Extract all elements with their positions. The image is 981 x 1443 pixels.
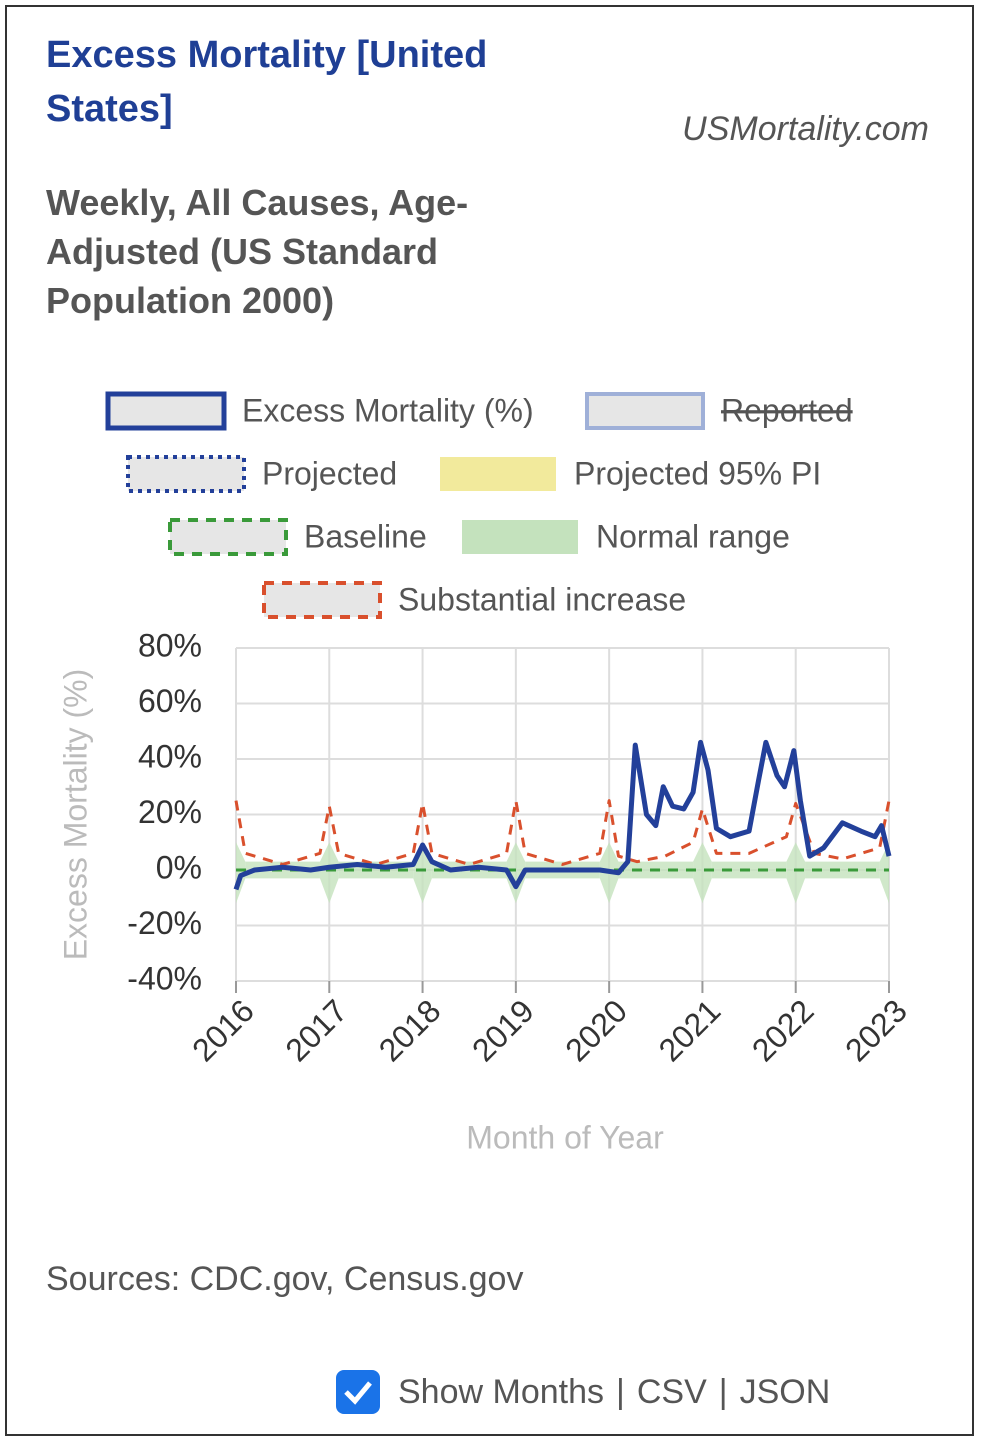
legend-label: Substantial increase [398,581,686,617]
x-tick-label: 2020 [558,992,634,1068]
legend-swatch [262,581,382,619]
y-tick-label: -40% [127,960,202,996]
link[interactable]: JSON [739,1372,831,1411]
y-tick-label: 80% [138,627,202,663]
y-tick-label: 0% [156,849,202,885]
x-tick-label: 2017 [278,992,354,1068]
legend-label: Excess Mortality (%) [242,392,534,428]
y-tick-label: 20% [138,794,202,830]
normal-range [805,861,880,879]
x-tick-label: 2018 [372,992,448,1068]
x-tick-label: 2023 [838,992,914,1068]
y-axis-label: Excess Mortality (%) [57,669,93,961]
series-line [234,799,891,866]
normal-range [693,842,703,904]
link[interactable]: Show Months [398,1372,604,1411]
legend-label: Reported [721,392,853,428]
normal-range [329,842,339,904]
legend-swatch [126,455,246,493]
separator: | [718,1372,728,1411]
legend-swatch [168,518,288,556]
checkbox[interactable] [336,1370,380,1414]
legend-swatch [585,392,705,430]
normal-range [795,842,806,904]
x-tick-label: 2016 [185,992,261,1068]
chart-subtitle: Weekly, All Causes, Age-Adjusted (US Sta… [46,182,469,321]
x-axis-label: Month of Year [466,1119,664,1155]
legend-label: Projected [262,455,397,491]
x-tick-label: 2019 [465,992,541,1068]
x-tick-label: 2022 [745,992,821,1068]
normal-range [319,842,330,904]
link[interactable]: CSV [636,1372,707,1411]
legend-label: Baseline [304,518,427,554]
footer: Show Months | CSV | JSON [336,1370,830,1414]
legend-swatch [462,520,578,554]
frame [5,5,974,1436]
chart-title: Excess Mortality [United States] [46,34,488,130]
legend-swatch [105,391,227,431]
normal-range [506,842,516,904]
normal-range [245,861,320,879]
normal-range [702,842,712,904]
legend-label: Projected 95% PI [574,455,821,491]
source-note: Sources: CDC.gov, Census.gov [46,1260,524,1298]
y-tick-label: 60% [138,683,202,719]
x-tick-label: 2021 [652,992,728,1068]
legend-label: Normal range [596,518,790,554]
normal-range [786,842,796,904]
site-name: USMortality.com [682,110,929,148]
legend-swatch [440,457,556,491]
y-tick-label: -20% [127,905,202,941]
normal-range [515,842,526,904]
separator: | [616,1372,625,1411]
y-tick-label: 40% [138,738,202,774]
series-line [233,739,892,891]
normal-range [879,842,889,904]
